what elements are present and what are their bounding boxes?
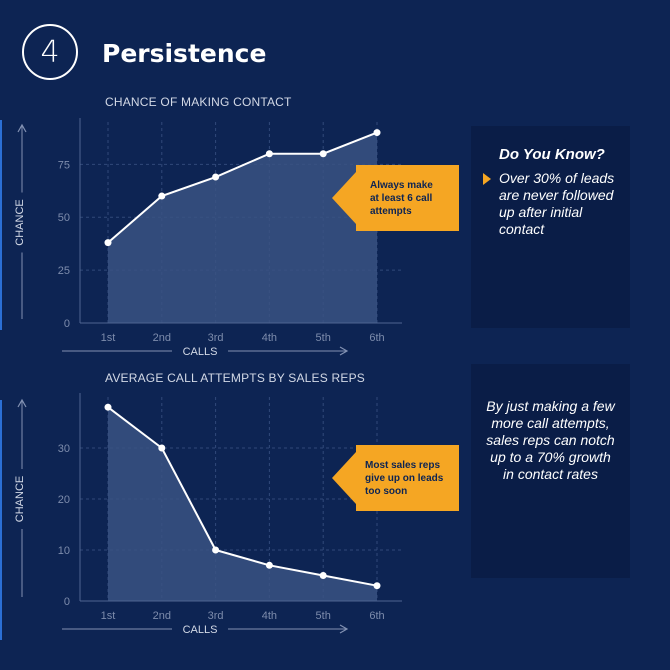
data-point [373,582,381,590]
data-point [104,403,112,411]
y-axis-title: CHANCE [14,476,26,522]
x-axis-title: CALLS [183,346,218,358]
x-tick-label: 5th [316,610,331,622]
y-tick-label: 25 [58,265,70,277]
data-point [158,192,166,200]
y-tick-label: 20 [58,494,70,506]
area-fill [108,407,377,601]
tip-panel: By just making a few more call attempts,… [471,364,630,578]
do-you-know-panel: Do You Know? Over 30% of leads are never… [471,126,630,328]
y-axis-arrow-head [17,398,27,408]
step-number-badge: 4 [22,24,78,80]
series-line [107,406,378,587]
y-axis-title: CHANCE [14,199,26,245]
data-point [212,173,220,181]
y-tick-label: 0 [64,318,70,330]
x-tick-label: 1st [101,610,116,622]
data-point [265,150,273,158]
x-tick-label: 6th [369,332,384,344]
left-accent-line [0,120,2,330]
data-point [104,239,112,247]
x-tick-label: 2nd [153,610,171,622]
x-tick-label: 1st [101,332,116,344]
callout-text: Most sales reps give up on leads too soo… [365,460,444,497]
data-point [212,546,220,554]
do-you-know-title: Do You Know? [499,146,605,163]
callout-text: Always make at least 6 call attempts [370,180,433,217]
bullet-arrow-icon [483,173,491,185]
x-axis-arrow-head [339,346,349,356]
x-tick-label: 4th [262,610,277,622]
area-fill [108,132,377,323]
x-tick-label: 4th [262,332,277,344]
x-tick-label: 2nd [153,332,171,344]
y-tick-label: 10 [58,545,70,557]
callout-pointer [332,452,356,504]
data-point [319,572,327,579]
data-point [319,150,327,158]
x-axis-arrow-head [339,624,349,634]
chart1-title: CHANCE OF MAKING CONTACT [105,95,292,109]
x-tick-label: 6th [369,610,384,622]
y-tick-label: 50 [58,212,70,224]
x-tick-label: 3rd [208,610,224,622]
do-you-know-text: Over 30% of leads are never followed up … [499,170,615,237]
chart-call-attempts: 0 10 20 30 1st 2nd 3rd 4th 5th 6th CALLS CHANCE [14,393,402,636]
callout-always-make: Always make at least 6 call attempts [332,165,459,231]
data-point [373,129,381,137]
x-tick-label: 5th [316,332,331,344]
y-tick-label: 0 [64,596,70,608]
chart2-title: AVERAGE CALL ATTEMPTS BY SALES REPS [105,371,365,385]
page-title: Persistence [102,39,267,68]
x-axis-title: CALLS [183,624,218,636]
tip-text: By just making a few more call attempts,… [486,398,615,482]
data-point [158,444,166,452]
x-tick-label: 3rd [208,332,224,344]
callout-give-up: Most sales reps give up on leads too soo… [332,445,459,511]
data-point [265,561,273,569]
callout-pointer [332,172,356,224]
callout-box [356,165,459,231]
chart-contact-chance: 0 25 50 75 1st 2nd 3rd 4th 5th 6th CALLS CHANCE [14,118,402,358]
y-axis-arrow-head [17,123,27,133]
y-tick-label: 30 [58,443,70,455]
series-line [107,131,378,244]
y-tick-label: 75 [58,159,70,171]
left-accent-line [0,400,2,640]
callout-box [356,445,459,511]
